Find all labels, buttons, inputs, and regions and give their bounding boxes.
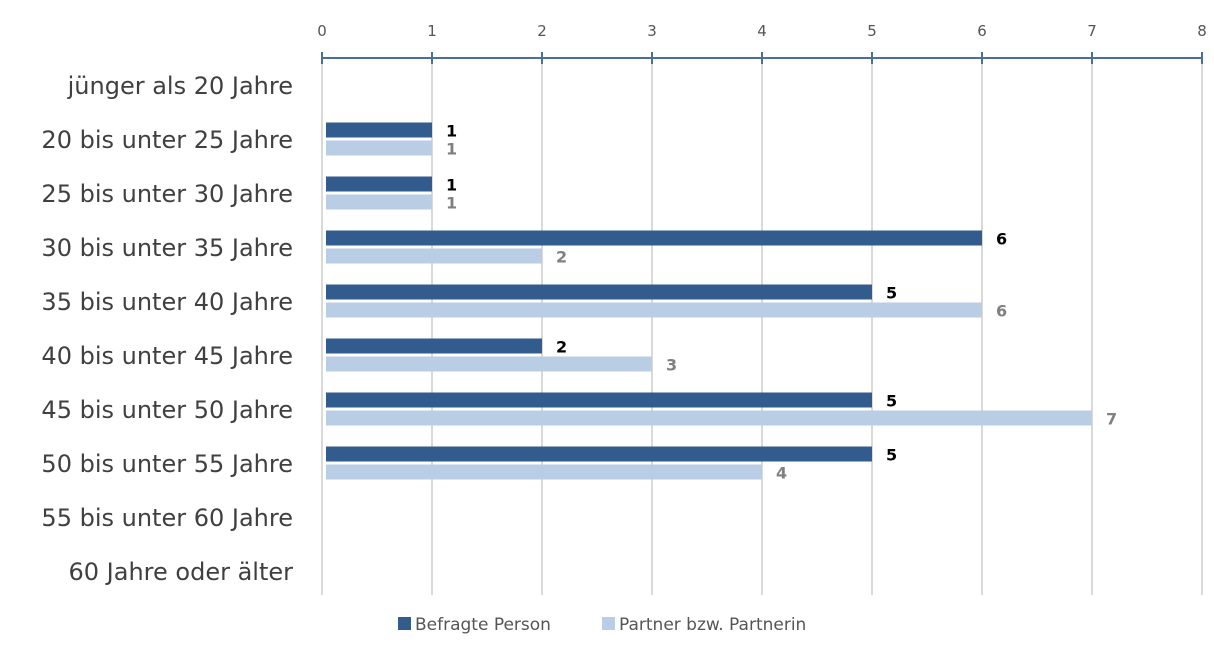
category-label-2: 25 bis unter 30 Jahre [41,180,293,208]
x-tick-label-8: 8 [1197,22,1207,40]
data-label-partner-3: 2 [556,248,567,267]
bar-befragte-person-3 [326,230,982,246]
legend-swatch-partner [602,617,615,630]
bar-befragte-person-2 [326,176,432,192]
category-label-6: 45 bis unter 50 Jahre [41,396,293,424]
x-tick-label-2: 2 [537,22,547,40]
data-label-befragte-person-6: 5 [886,392,897,411]
category-label-5: 40 bis unter 45 Jahre [41,342,293,370]
data-label-partner-6: 7 [1106,410,1117,429]
x-tick-label-4: 4 [757,22,767,40]
bar-partner-7 [326,464,762,480]
category-label-7: 50 bis unter 55 Jahre [41,450,293,478]
data-label-partner-2: 1 [446,194,457,213]
category-label-8: 55 bis unter 60 Jahre [41,504,293,532]
x-tick-label-0: 0 [317,22,327,40]
x-axis: 0 1 2 3 4 5 6 7 8 [317,22,1207,64]
bars [326,122,1092,480]
data-label-befragte-person-2: 1 [446,176,457,195]
category-label-0: jünger als 20 Jahre [67,72,293,100]
bar-partner-6 [326,410,1092,426]
data-label-befragte-person-1: 1 [446,122,457,141]
data-label-partner-5: 3 [666,356,677,375]
category-label-3: 30 bis unter 35 Jahre [41,234,293,262]
bar-partner-1 [326,140,432,156]
data-label-befragte-person-4: 5 [886,284,897,303]
bar-partner-5 [326,356,652,372]
x-tick-label-1: 1 [427,22,437,40]
data-label-partner-1: 1 [446,140,457,159]
bar-partner-2 [326,194,432,210]
data-label-befragte-person-3: 6 [996,230,1007,249]
legend-label-befragte-person: Befragte Person [415,615,551,635]
bar-befragte-person-6 [326,392,872,408]
bar-befragte-person-7 [326,446,872,462]
category-labels: jünger als 20 Jahre 20 bis unter 25 Jahre… [41,72,293,586]
category-label-4: 35 bis unter 40 Jahre [41,288,293,316]
bar-partner-4 [326,302,982,318]
bar-befragte-person-5 [326,338,542,354]
legend-swatch-befragte-person [398,617,411,630]
x-tick-label-7: 7 [1087,22,1097,40]
data-label-befragte-person-5: 2 [556,338,567,357]
data-label-partner-7: 4 [776,464,787,483]
legend-label-partner: Partner bzw. Partnerin [619,615,806,635]
x-tick-label-6: 6 [977,22,987,40]
x-tick-label-5: 5 [867,22,877,40]
data-label-partner-4: 6 [996,302,1007,321]
bar-befragte-person-4 [326,284,872,300]
x-tick-label-3: 3 [647,22,657,40]
bar-partner-3 [326,248,542,264]
category-label-1: 20 bis unter 25 Jahre [41,126,293,154]
category-label-9: 60 Jahre oder älter [69,558,294,586]
legend: Befragte Person Partner bzw. Partnerin [398,615,806,635]
bar-befragte-person-1 [326,122,432,138]
data-label-befragte-person-7: 5 [886,446,897,465]
